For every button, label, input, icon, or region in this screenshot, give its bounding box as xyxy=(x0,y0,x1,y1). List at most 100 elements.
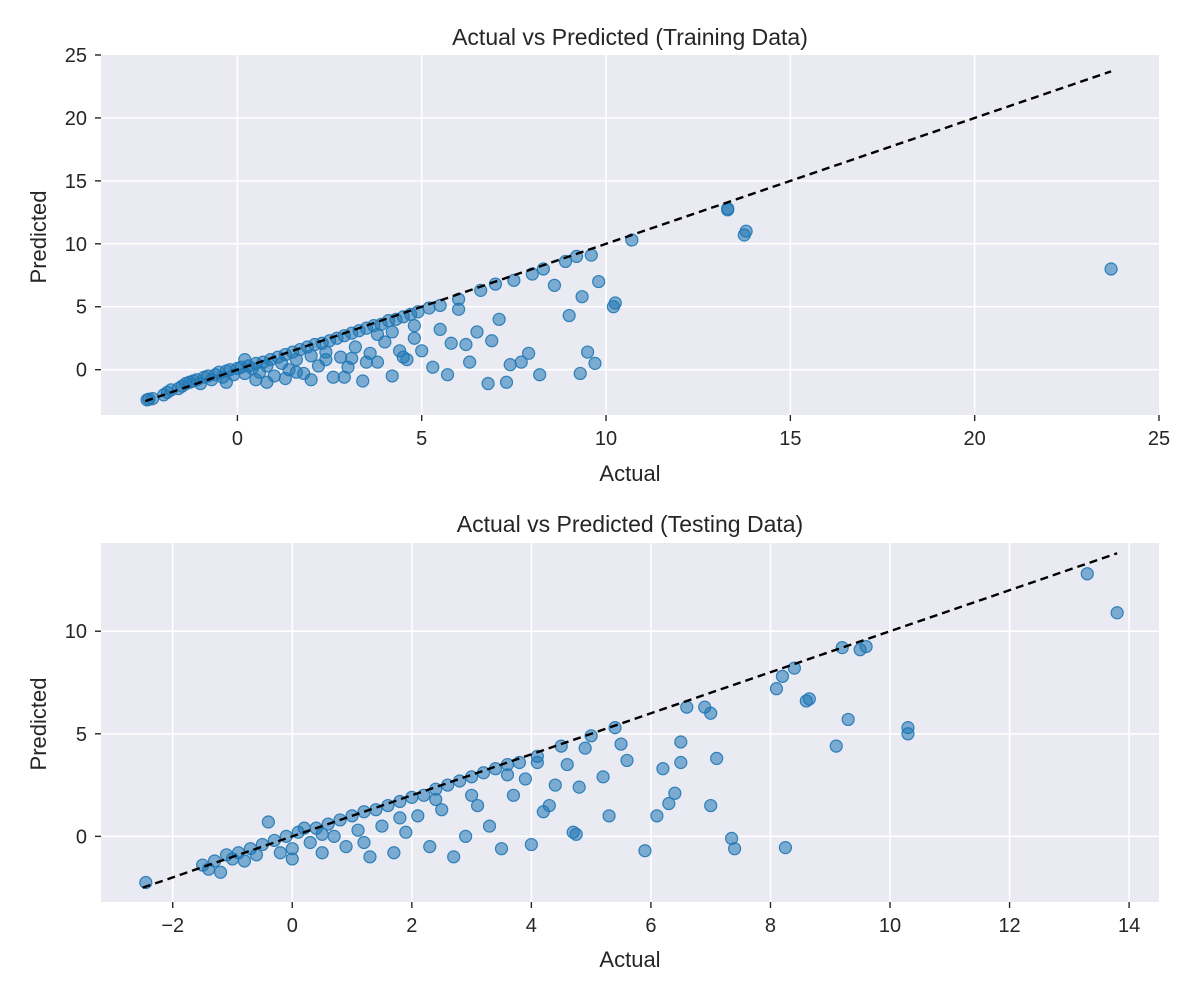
data-point-testing xyxy=(482,819,497,833)
x-tick-label: 0 xyxy=(287,915,298,937)
y-axis-label-testing: Predicted xyxy=(26,678,51,771)
data-point-training xyxy=(385,325,399,339)
data-point-testing xyxy=(261,815,275,829)
data-point-training xyxy=(370,355,385,369)
x-tick-label: 0 xyxy=(232,428,243,450)
data-point-training xyxy=(507,273,521,287)
data-point-training xyxy=(337,370,351,384)
data-point-training xyxy=(219,375,233,389)
data-point-testing xyxy=(237,854,252,868)
data-point-testing xyxy=(351,823,365,837)
x-tick-label: 4 xyxy=(526,915,537,937)
data-point-training xyxy=(359,355,374,369)
data-point-testing xyxy=(578,741,592,755)
ticks-training: 0 5 10 15 20 25 0 5 10 15 20 25 xyxy=(65,45,1170,450)
data-point-training xyxy=(278,371,292,386)
data-point-training xyxy=(356,374,370,388)
y-tick-label: 15 xyxy=(65,171,87,193)
y-tick-label: 5 xyxy=(76,297,87,319)
data-point-testing xyxy=(387,846,401,860)
y-tick-label: 10 xyxy=(65,621,87,643)
data-point-training xyxy=(721,201,735,216)
data-point-training xyxy=(581,345,595,359)
y-axis-label-training: Predicted xyxy=(26,191,51,284)
data-point-training xyxy=(326,370,340,384)
data-point-testing xyxy=(560,757,574,772)
data-point-training xyxy=(260,375,274,389)
y-tick-label: 10 xyxy=(65,234,87,256)
data-point-testing xyxy=(315,846,329,860)
data-point-testing xyxy=(841,712,855,727)
points-testing xyxy=(139,567,1124,890)
x-tick-label: 10 xyxy=(879,915,901,937)
data-point-testing xyxy=(363,850,377,864)
x-axis-label-testing: Actual xyxy=(599,947,660,972)
data-point-testing xyxy=(213,865,228,879)
data-point-training xyxy=(573,366,587,381)
x-tick-label: 15 xyxy=(779,428,801,450)
data-point-testing xyxy=(668,786,682,800)
x-tick-label: 5 xyxy=(416,428,427,450)
x-tick-label: 6 xyxy=(645,915,656,937)
data-point-training xyxy=(562,308,576,323)
data-point-training xyxy=(444,336,458,350)
chart-training: 0 5 10 15 20 25 0 5 10 15 20 25 Actual vs Predicted… xyxy=(26,24,1170,486)
x-tick-label: 20 xyxy=(964,428,986,450)
data-point-testing xyxy=(357,835,371,850)
data-point-training xyxy=(440,368,455,382)
data-point-testing xyxy=(835,641,849,655)
data-point-testing xyxy=(315,827,329,841)
data-point-testing xyxy=(674,735,688,749)
data-point-testing xyxy=(662,796,676,811)
data-point-training xyxy=(289,365,303,379)
data-point-training xyxy=(319,353,333,367)
data-point-training xyxy=(588,356,602,370)
data-point-training xyxy=(575,290,589,304)
data-point-testing xyxy=(303,835,317,850)
data-point-training xyxy=(304,349,318,363)
data-point-training xyxy=(348,340,362,354)
data-point-testing xyxy=(650,809,664,823)
data-point-testing xyxy=(638,844,652,858)
data-point-training xyxy=(249,373,263,387)
data-point-testing xyxy=(859,639,873,654)
data-point-testing xyxy=(614,737,628,751)
data-point-testing xyxy=(470,798,485,813)
data-point-testing xyxy=(411,809,425,823)
data-point-testing xyxy=(1080,567,1094,581)
data-point-training xyxy=(492,312,506,326)
data-point-training xyxy=(426,360,440,374)
y-tick-label: 25 xyxy=(65,45,87,67)
data-point-training xyxy=(1104,262,1118,276)
chart-testing: −2 0 2 4 6 8 10 12 14 0 5 10 Actual vs Predicted (T… xyxy=(26,511,1159,972)
data-point-training xyxy=(334,350,348,364)
data-point-training xyxy=(470,325,484,339)
data-point-testing xyxy=(704,706,718,720)
data-point-training xyxy=(238,353,252,367)
data-point-training xyxy=(558,254,573,269)
data-point-testing xyxy=(769,682,784,696)
data-point-training xyxy=(451,302,466,316)
data-point-testing xyxy=(512,755,527,770)
data-point-training xyxy=(514,355,528,369)
data-point-training xyxy=(503,358,517,372)
data-point-testing xyxy=(728,842,742,856)
data-point-training xyxy=(485,334,499,348)
data-point-testing xyxy=(704,798,718,813)
y-tick-label: 0 xyxy=(76,826,87,848)
data-point-testing xyxy=(787,661,801,675)
data-point-testing xyxy=(339,840,353,854)
data-point-training xyxy=(547,278,562,292)
data-point-testing xyxy=(530,755,544,770)
x-tick-label: 8 xyxy=(765,915,776,937)
reference-line-testing xyxy=(142,552,1118,889)
data-point-testing xyxy=(327,829,341,843)
data-point-testing xyxy=(423,840,437,854)
points-training xyxy=(140,201,1118,407)
x-tick-label: 25 xyxy=(1148,428,1170,450)
data-point-testing xyxy=(620,753,634,768)
x-tick-label: 2 xyxy=(406,915,417,937)
data-point-testing xyxy=(584,729,598,743)
data-point-testing xyxy=(656,762,670,776)
